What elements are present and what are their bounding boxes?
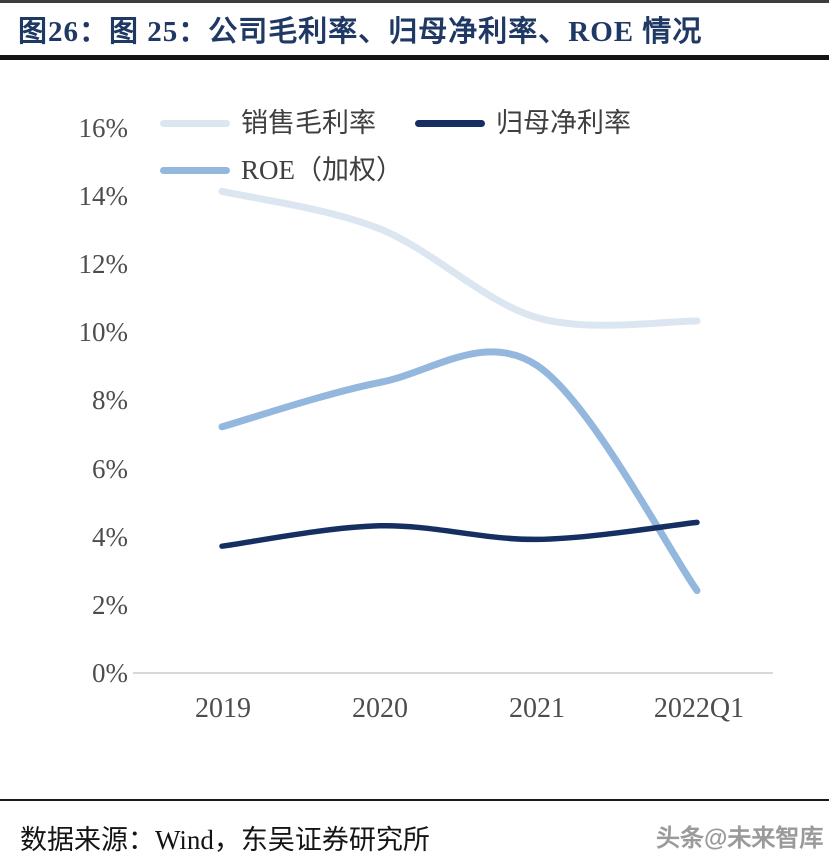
y-tick-16: 16% <box>78 113 129 143</box>
legend-item-gross-margin: 销售毛利率 <box>160 107 376 139</box>
net-margin-line <box>219 519 700 549</box>
roe-line-swatch-icon <box>160 166 230 174</box>
x-tick-2019: 2019 <box>195 693 251 724</box>
y-tick-12: 12% <box>78 249 129 279</box>
title-divider <box>0 55 829 60</box>
data-source-text: 数据来源：Wind，东吴证券研究所 <box>20 825 430 855</box>
toutiao-watermark: 头条@未来智库 <box>656 825 824 852</box>
gross-margin-line <box>218 187 701 329</box>
figure-title: 图26：图 25：公司毛利率、归母净利率、ROE 情况 <box>18 16 703 48</box>
y-tick-0: 0% <box>92 658 128 688</box>
legend-label-net-margin: 归母净利率 <box>496 108 631 138</box>
footer-divider <box>0 799 829 801</box>
legend-item-net-margin: 归母净利率 <box>415 107 631 139</box>
y-tick-10: 10% <box>78 317 129 347</box>
x-tick-2020: 2020 <box>352 693 408 724</box>
x-tick-2021: 2021 <box>509 693 565 724</box>
y-tick-2: 2% <box>92 590 128 620</box>
legend-item-roe: ROE（加权） <box>160 154 403 186</box>
y-tick-4: 4% <box>92 522 128 552</box>
y-tick-14: 14% <box>78 181 129 211</box>
top-divider <box>0 0 829 3</box>
legend-label-gross-margin: 销售毛利率 <box>241 108 376 138</box>
y-tick-6: 6% <box>92 454 128 484</box>
gross-margin-line-swatch-icon <box>160 119 230 127</box>
y-tick-8: 8% <box>92 385 128 415</box>
x-tick-2022q1: 2022Q1 <box>653 693 745 724</box>
net-margin-line-swatch-icon <box>415 119 485 127</box>
legend-label-roe: ROE（加权） <box>241 155 403 185</box>
roe-line <box>218 348 701 595</box>
x-axis-line <box>133 672 773 674</box>
